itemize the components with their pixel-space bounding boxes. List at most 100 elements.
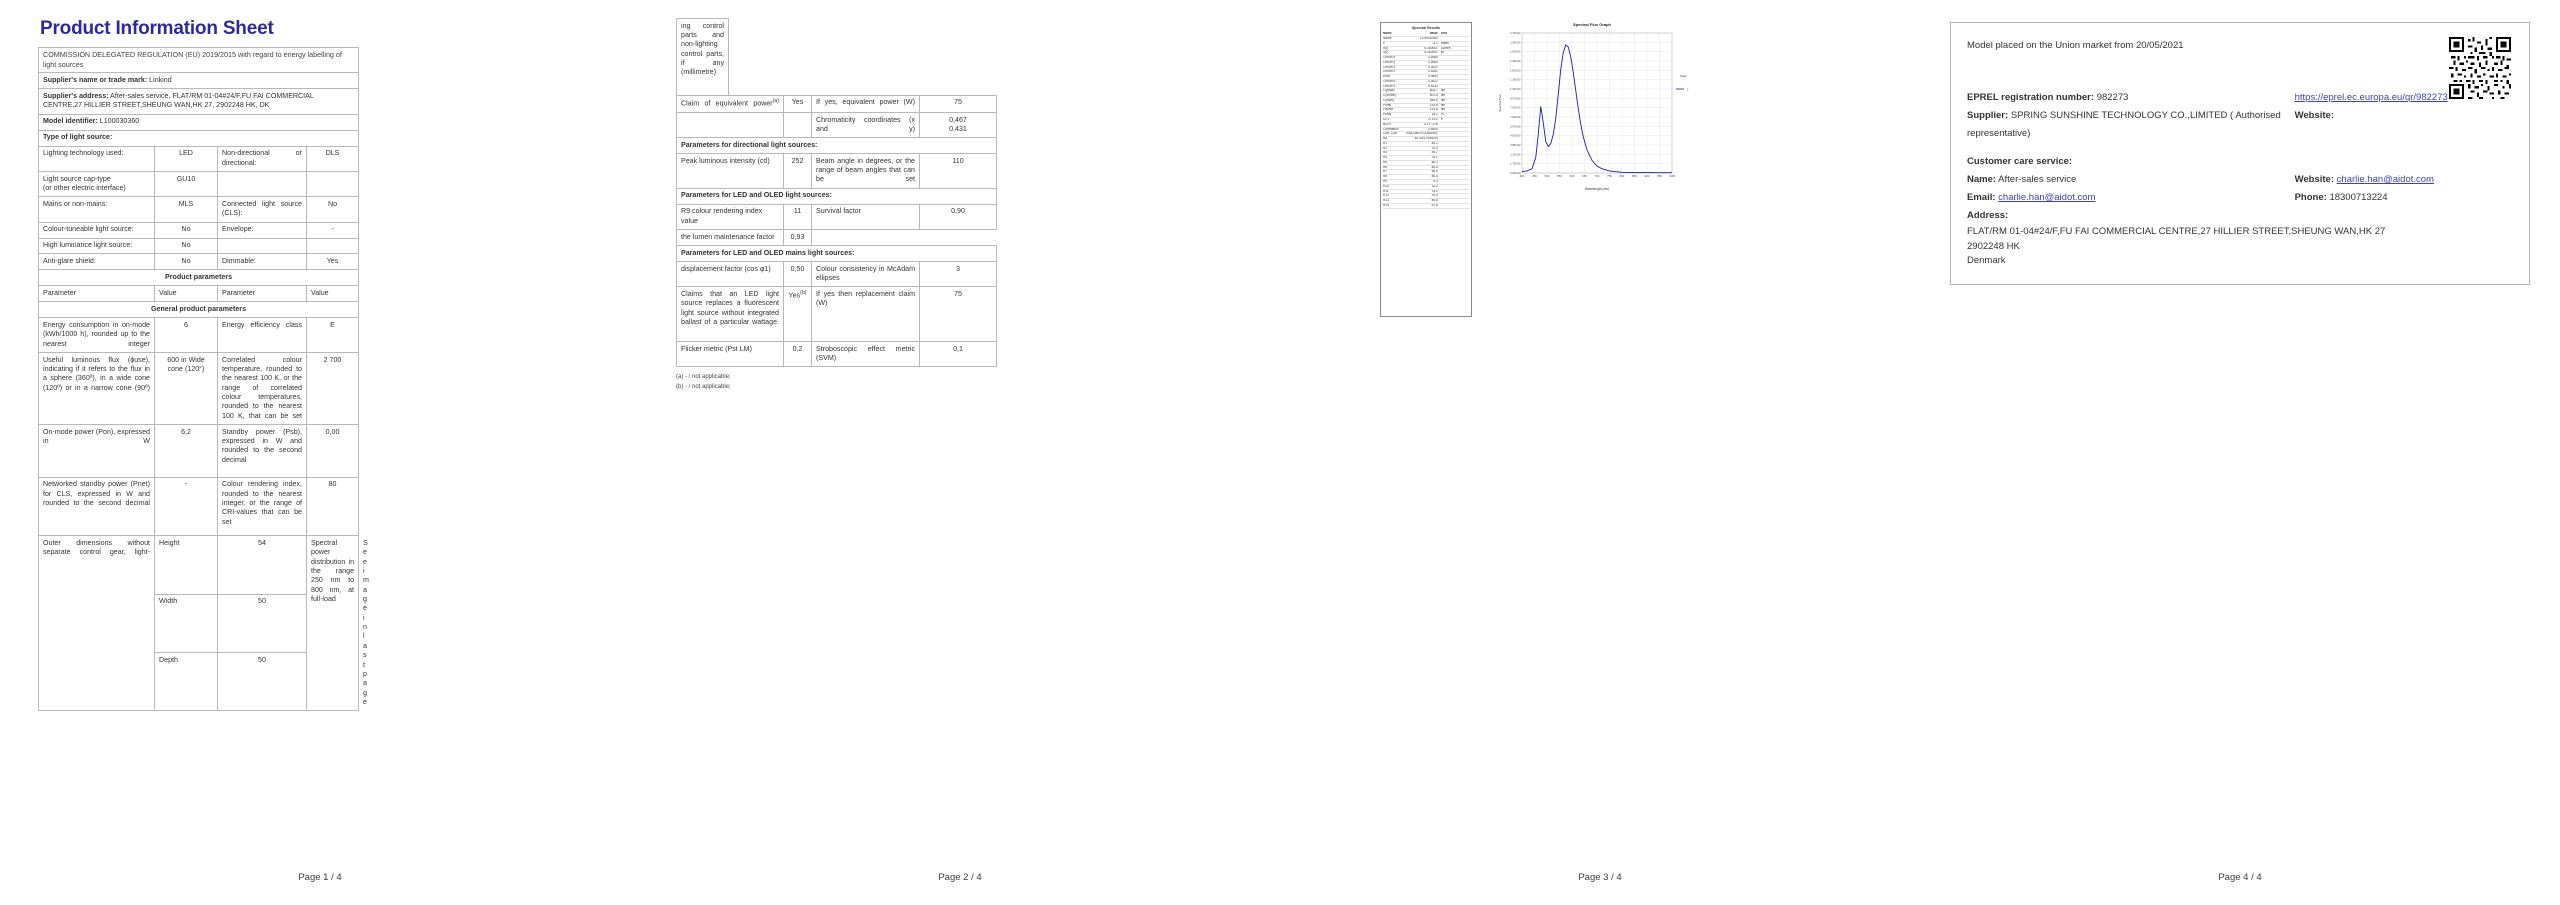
param-label-1: Useful luminous flux (ϕuse), indicating …: [38, 351, 155, 426]
spec-unit: %: [1440, 113, 1444, 117]
spec-unit: Watts: [1440, 41, 1449, 45]
stroboscopic-label: Stroboscopic effect metric (SVM): [811, 340, 920, 368]
spec-unit: [1441, 70, 1469, 74]
spec-name: Chrom y: [1383, 60, 1396, 64]
type-label2-4: [217, 237, 307, 255]
svg-text:1.800 E0: 1.800 E0: [1510, 68, 1521, 72]
spec-row: R2 76.3: [1383, 147, 1469, 152]
spec-unit: [1441, 190, 1469, 194]
type-value2-5: Yes: [305, 253, 360, 271]
param-label2-2: Standby power (Psb), expressed in W and …: [217, 424, 307, 478]
svg-text:800: 800: [1620, 174, 1625, 178]
spec-name: Chrom u: [1383, 65, 1396, 69]
spectral-flux-graph-title: Spectral Flux Graph: [1572, 22, 1611, 27]
table-row-displacement: displacement factor (cos φ1) 0,50 Colour…: [676, 261, 997, 288]
lumen-maintenance-value: 0,93: [783, 229, 812, 247]
spec-row: R14 87.8: [1383, 204, 1469, 209]
spec-value: 6.160001: [1424, 46, 1438, 50]
param-value2-1: 2 700: [305, 351, 360, 426]
spec-unit: [1441, 85, 1469, 89]
spec-value: 0.4804: [1428, 127, 1438, 131]
spec-unit: nm: [1440, 98, 1446, 102]
spec-unit: [1441, 142, 1469, 146]
spec-unit: [1441, 80, 1469, 84]
dim-value-0: 54: [217, 535, 307, 595]
spec-value: 76.3: [1431, 146, 1438, 150]
type-label2-2: Connected light source (CLS):: [217, 196, 307, 223]
spec-unit: Lumen: [1440, 46, 1451, 50]
eprel-link[interactable]: https://eprel.ec.europa.eu/qr/982273: [2294, 92, 2448, 104]
spec-unit: [1441, 161, 1469, 165]
param-label-0: Energy consumption in on-mode (kWh/1000 …: [38, 317, 155, 353]
page-number-4: Page 4 / 4: [2218, 872, 2262, 883]
chart-gridlines-x: [1521, 33, 1673, 173]
param-value-3: -: [154, 476, 218, 537]
model-identifier-value: L100030360: [99, 117, 140, 126]
spec-value: 80.8: [1431, 199, 1438, 203]
page3-content: Spectral Results Name Value Unit Name L10…: [1380, 22, 1840, 322]
table-row-general-params-header: General product parameters: [37, 301, 360, 319]
param-label-3: Networked standby power (Pnet) for CLS, …: [38, 476, 155, 537]
spec-value: 80.4: [1431, 175, 1438, 179]
market-date-text: Model placed on the Union market from 20…: [1967, 40, 2184, 51]
col-value-2: Value: [305, 285, 360, 303]
survival-factor-label: Survival factor: [811, 203, 920, 231]
spec-unit: [1441, 185, 1469, 189]
email-cell[interactable]: Email: charlie.han@aidot.com: [1967, 189, 2295, 207]
phone-label: Phone:: [2294, 192, 2327, 204]
dim-value-2: 50: [217, 651, 307, 712]
svg-text:5.670 E0: 5.670 E0: [1510, 124, 1521, 128]
spec-value: 119.8: [1430, 103, 1438, 107]
table-row-continued: ing control parts and non-lighting contr…: [676, 18, 997, 96]
table-row-r9: R9 colour rendering index value 11 Survi…: [676, 203, 997, 231]
spec-row: Chrom u' 0.2621: [1383, 80, 1469, 85]
type-value2-1: [305, 170, 360, 198]
type-value-2: MLS: [154, 196, 218, 223]
spec-rows-container: Name L100030360 P 6.1 Watts X(t) 6.160001 Lumen…: [1383, 37, 1469, 209]
spec-name: BCRI: [1383, 122, 1391, 126]
spec-unit: [1441, 75, 1469, 79]
param-value-2: 6,2: [154, 424, 218, 478]
col-value-1: Value: [154, 285, 218, 303]
spec-row: R1 46.1: [1383, 142, 1469, 147]
website-cell[interactable]: Website: charlie.han@aidot.com: [2295, 171, 2513, 189]
spec-name: R2: [1383, 146, 1388, 150]
email-value[interactable]: charlie.han@aidot.com: [1998, 192, 2096, 204]
dim-name-1: Width: [154, 593, 218, 653]
spec-unit: nm: [1440, 89, 1446, 93]
spec-value: 3.1 F 27B: [1423, 122, 1438, 126]
spec-header-row: Name Value Unit: [1383, 32, 1469, 37]
spec-name: R9: [1383, 179, 1388, 183]
spec-row: R4 78.2: [1383, 156, 1469, 161]
equivalent-power-label: If yes, equivalent power (W): [811, 94, 920, 113]
spec-name: R4: [1383, 156, 1388, 160]
spec-value: 87.8: [1431, 203, 1438, 207]
spec-value: 2714.0: [1428, 118, 1438, 122]
spec-row: λ (center) 601.8 nm: [1383, 94, 1469, 99]
spec-value: 6.1: [1433, 41, 1438, 45]
table-row-supplier-name: Supplier's name or trade mark: Linkind: [37, 72, 360, 90]
spec-value: 80.8: [1431, 165, 1438, 169]
empty-cell-b: [812, 19, 920, 96]
table-row-chromaticity: Chromaticity coordinates (x and y) 0,467…: [676, 111, 997, 139]
claim-equivalent-power-value: Yes: [783, 94, 812, 113]
param-value2-3: 80: [305, 476, 360, 537]
table-row-claim-equivalent-power: Claim of equivalent power(a) Yes If yes,…: [676, 94, 997, 113]
spec-unit: [1441, 123, 1469, 127]
lumen-maintenance-label: the lumen maintenance factor: [676, 229, 784, 247]
param-label-2: On-mode power (Pon), expressed in W: [38, 424, 155, 478]
type-label-3: Colour-tuneable light source:: [38, 221, 155, 239]
spec-value: 32.2: [1431, 184, 1438, 188]
svg-text:2.790 E0: 2.790 E0: [1510, 31, 1521, 35]
spec-name: Chrom u': [1383, 79, 1396, 83]
supplier-row: Supplier: SPRING SUNSHINE TECHNOLOGY CO.…: [1967, 107, 2513, 143]
eprel-link-cell[interactable]: https://eprel.ec.europa.eu/qr/982273: [2295, 89, 2513, 107]
website-value[interactable]: charlie.han@aidot.com: [2336, 174, 2434, 186]
svg-text:7.910 E0: 7.910 E0: [1510, 106, 1521, 110]
model-identifier-label: Model identifier:: [43, 117, 98, 126]
table-row: Anti-glare shield: No Dimmable: Yes: [38, 253, 360, 271]
type-label2-0: Non-directional or directional:: [217, 145, 307, 172]
svg-text:7.500 E0: 7.500 E0: [1510, 115, 1521, 119]
supplier-address-value: After-sales service, FLAT/RM 01-04#24/F,…: [43, 91, 314, 110]
